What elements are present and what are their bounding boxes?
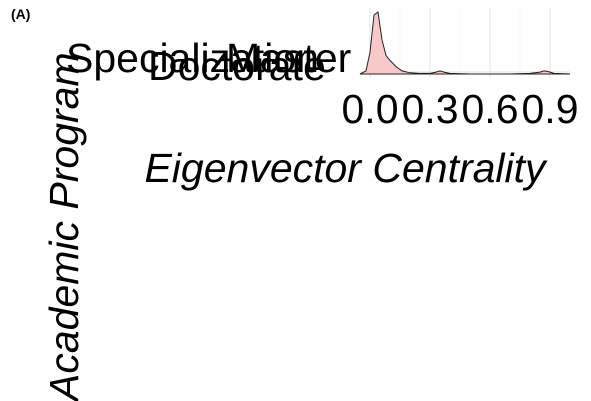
x-axis-label: Eigenvector Centrality xyxy=(144,145,548,191)
x-tick-label-3: 0.9 xyxy=(522,86,579,132)
x-tick-label-2: 0.6 xyxy=(462,86,519,132)
x-tick-label-1: 0.3 xyxy=(402,86,459,132)
density-curves xyxy=(360,12,570,74)
category-label-2: Specialization xyxy=(66,35,319,81)
density-curve-0 xyxy=(360,12,570,74)
x-tick-labels: 0.0 0.3 0.6 0.9 xyxy=(342,86,579,132)
x-tick-label-0: 0.0 xyxy=(342,86,399,132)
